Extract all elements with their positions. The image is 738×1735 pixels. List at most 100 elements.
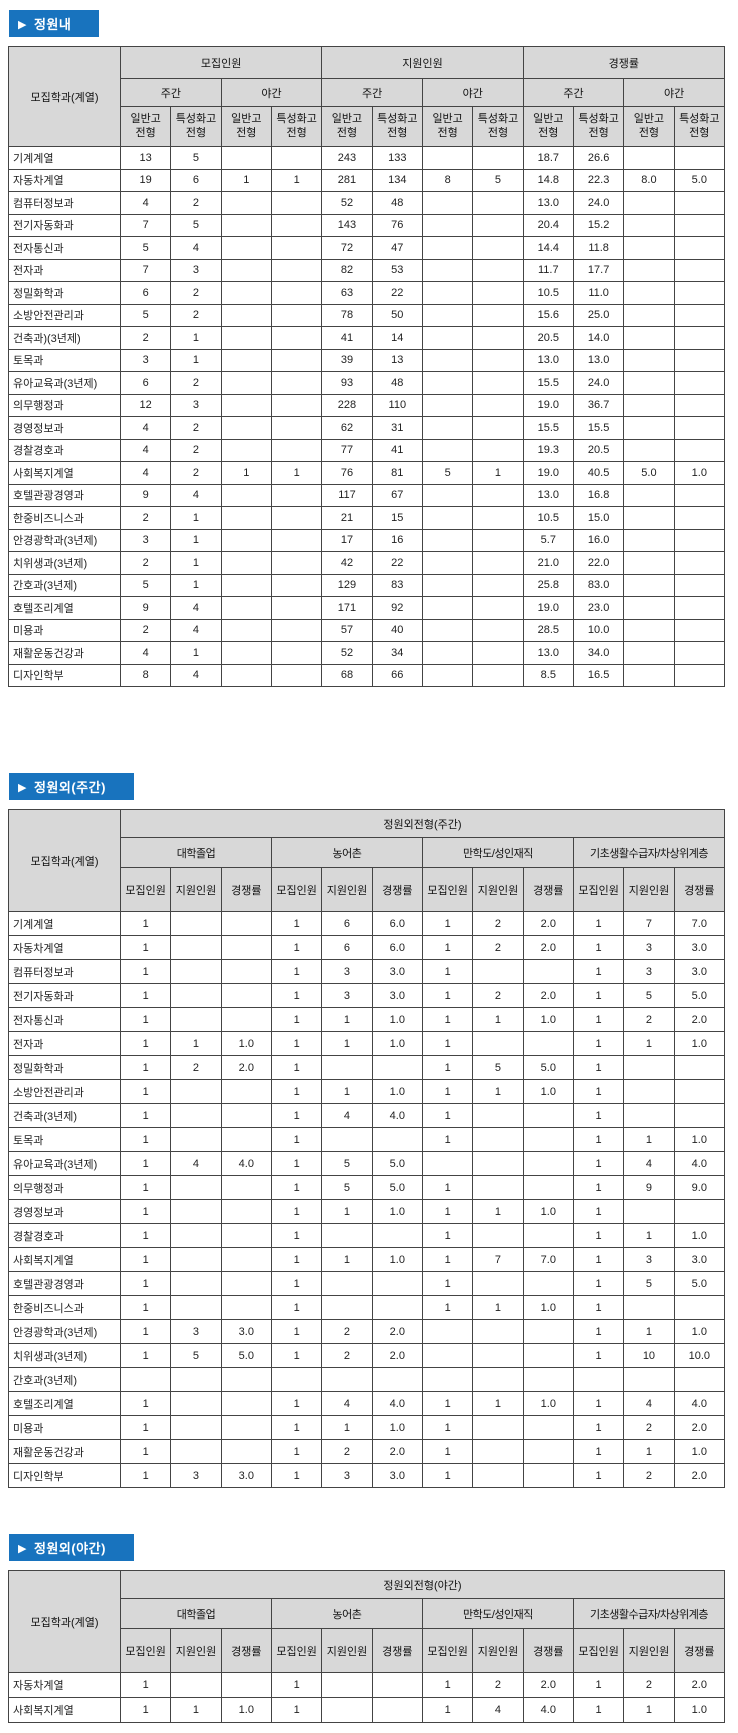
value-cell: 83.0 [572, 573, 625, 597]
value-cell [371, 1271, 423, 1296]
value-cell [673, 1199, 726, 1224]
value-cell: 1 [270, 1103, 323, 1128]
dept-cell: 전자통신과 [8, 1007, 121, 1032]
value-cell [170, 1007, 222, 1032]
dept-cell: 호텔조리계열 [8, 596, 121, 620]
col-recruit: 모집인원 [119, 867, 172, 912]
value-cell: 5 [119, 303, 172, 327]
value-cell [673, 1367, 726, 1392]
jeongwonoe-night-table: 모집학과(계열) 정원외전형(야간) 대학졸업 농어촌 만학도/성인재직 기초생… [8, 1570, 726, 1723]
table-row: 안경광학과(3년제) 3 1 17 16 5.7 16.0 [8, 528, 726, 552]
value-cell [270, 506, 323, 530]
value-cell: 2 [321, 1343, 373, 1368]
value-cell [522, 1343, 574, 1368]
subgroup-night: 야간 [623, 78, 725, 107]
table-row: 호텔조리계열 9 4 171 92 19.0 23.0 [8, 596, 726, 620]
value-cell: 4.0 [673, 1391, 726, 1416]
value-cell [472, 506, 524, 530]
section-title-badge: ▶ 정원외(야간) [9, 1534, 134, 1561]
value-cell: 5.0 [673, 168, 726, 192]
subgroup-day: 주간 [321, 78, 423, 107]
col-recruit: 모집인원 [421, 1628, 474, 1673]
value-cell: 22.0 [572, 551, 625, 575]
value-cell: 1.0 [371, 1079, 423, 1104]
value-cell: 2 [472, 983, 524, 1008]
table-row: 전기자동화과 1 1 3 3.0 1 2 2.0 1 5 5.0 [8, 983, 726, 1008]
value-cell: 15.5 [522, 371, 574, 395]
dept-cell: 미용과 [8, 1415, 121, 1440]
value-cell [170, 1175, 222, 1200]
value-cell: 1 [421, 1007, 474, 1032]
value-cell: 48 [371, 191, 423, 215]
value-cell [270, 281, 323, 305]
value-cell: 1.0 [673, 1697, 726, 1723]
value-cell [170, 1415, 222, 1440]
value-cell: 3 [623, 935, 675, 960]
value-cell [421, 596, 474, 620]
value-cell: 4 [321, 1391, 373, 1416]
value-cell [472, 1127, 524, 1152]
value-cell: 2.0 [673, 1415, 726, 1440]
value-cell: 1 [170, 528, 222, 552]
dept-cell: 재활운동건강과 [8, 641, 121, 665]
value-cell: 1 [572, 1247, 625, 1272]
value-cell [572, 1367, 625, 1392]
value-cell: 15 [371, 506, 423, 530]
value-cell: 2 [321, 1439, 373, 1464]
value-cell: 1.0 [371, 1247, 423, 1272]
dept-cell: 경영정보과 [8, 416, 121, 440]
value-cell: 1 [170, 506, 222, 530]
value-cell [522, 1127, 574, 1152]
value-cell [673, 438, 726, 462]
value-cell: 22 [371, 551, 423, 575]
jeongwonnae-table: 모집학과(계열) 모집인원 지원인원 경쟁률 주간 야간 주간 야간 주간 야간… [8, 46, 726, 687]
table-row: 토목과 1 1 1 1 1 1.0 [8, 1127, 726, 1152]
value-cell [522, 1463, 574, 1488]
value-cell: 11.0 [572, 281, 625, 305]
dept-cell: 간호과(3년제) [8, 573, 121, 597]
value-cell: 1 [270, 1175, 323, 1200]
value-cell [623, 438, 675, 462]
value-cell [220, 1175, 272, 1200]
value-cell: 76 [321, 461, 373, 485]
value-cell: 1 [572, 1127, 625, 1152]
top-header: 정원외전형(주간) [120, 809, 725, 838]
value-cell: 2 [119, 551, 172, 575]
value-cell: 13.0 [522, 641, 574, 665]
value-cell [623, 1103, 675, 1128]
value-cell [472, 1463, 524, 1488]
value-cell [270, 303, 323, 327]
value-cell: 1 [270, 1127, 323, 1152]
value-cell [472, 618, 524, 642]
value-cell: 1.0 [673, 1127, 726, 1152]
section-title-badge: ▶ 정원내 [9, 10, 100, 37]
value-cell: 23.0 [572, 596, 625, 620]
value-cell [673, 326, 726, 350]
value-cell: 1 [119, 1415, 172, 1440]
table-header: 모집학과(계열) 정원외전형(주간) 대학졸업 농어촌 만학도/성인재직 기초생… [8, 809, 726, 912]
value-cell [472, 1103, 524, 1128]
value-cell: 1.0 [522, 1199, 574, 1224]
table-row: 유아교육과(3년제) 1 4 4.0 1 5 5.0 1 4 4.0 [8, 1151, 726, 1176]
value-cell: 1 [572, 1031, 625, 1056]
value-cell: 4 [623, 1391, 675, 1416]
value-cell: 1 [119, 1697, 172, 1723]
value-cell: 1 [572, 1415, 625, 1440]
table-row: 전자과 1 1 1.0 1 1 1.0 1 1 1 1.0 [8, 1031, 726, 1056]
table-row: 전자과 7 3 82 53 11.7 17.7 [8, 258, 726, 282]
value-cell: 1 [321, 1415, 373, 1440]
value-cell: 2.0 [371, 1319, 423, 1344]
subgroup-night: 야간 [421, 78, 524, 107]
col-vocational: 특성화고 전형 [673, 106, 726, 147]
value-cell: 4 [170, 236, 222, 260]
subgroup-day: 주간 [522, 78, 625, 107]
value-cell: 1 [321, 1031, 373, 1056]
value-cell [220, 1007, 272, 1032]
value-cell [220, 1439, 272, 1464]
value-cell: 8.5 [522, 663, 574, 687]
value-cell: 1 [572, 1319, 625, 1344]
value-cell: 4.0 [371, 1391, 423, 1416]
value-cell: 52 [321, 191, 373, 215]
value-cell: 1 [119, 1103, 172, 1128]
subgroup-night: 야간 [220, 78, 323, 107]
